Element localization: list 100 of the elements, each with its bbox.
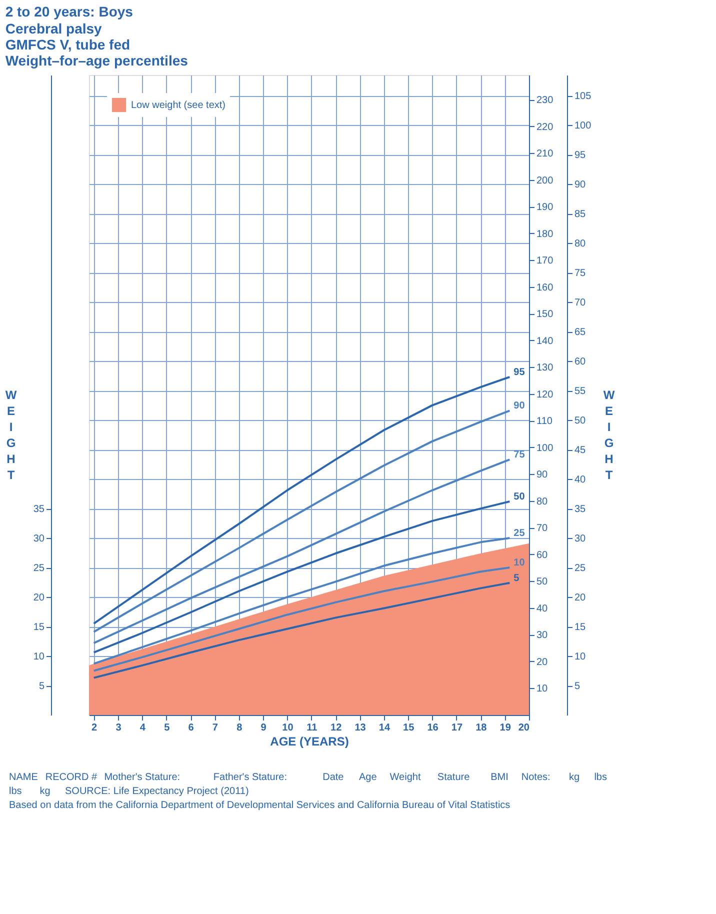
text: Notes: bbox=[521, 772, 550, 783]
y3-tick-label: 40 bbox=[536, 603, 548, 614]
x-tick-label: 5 bbox=[164, 722, 170, 734]
y2-tick-label: 95 bbox=[574, 150, 586, 162]
y3-tick-label: 90 bbox=[536, 470, 548, 481]
y3-tick-label: 120 bbox=[536, 389, 554, 400]
x-tick-label: 19 bbox=[500, 722, 512, 734]
y2-tick-label: 75 bbox=[574, 268, 586, 280]
y3-tick-label: 10 bbox=[536, 684, 548, 695]
x-tick-label: 17 bbox=[451, 722, 463, 734]
y3-tick-label: 110 bbox=[536, 416, 553, 428]
chart-title: 2 to 20 years: Boys bbox=[5, 3, 134, 20]
y2-tick-label: 90 bbox=[574, 180, 586, 191]
y3-tick-label: 230 bbox=[536, 95, 554, 106]
y3-tick-label: 210 bbox=[536, 148, 554, 160]
series-label: 90 bbox=[514, 400, 526, 412]
y2-tick-label: 100 bbox=[574, 120, 592, 132]
x-tick-label: 3 bbox=[116, 722, 122, 734]
y3-tick-label: 190 bbox=[536, 202, 554, 214]
text: Date bbox=[322, 772, 344, 783]
y3-tick-label: 170 bbox=[536, 256, 554, 267]
y-tick-label: 35 bbox=[33, 504, 45, 516]
y-axis-title: WEIGHT bbox=[5, 388, 18, 482]
y2-tick-label: 55 bbox=[574, 386, 586, 398]
y3-tick-label: 60 bbox=[536, 550, 548, 561]
y2-tick-label: 10 bbox=[574, 652, 586, 663]
x-tick-label: 6 bbox=[188, 722, 194, 734]
text: BMI bbox=[490, 772, 508, 783]
text: Based on data from the California Department of Developmental Services and California Bureau of Vital Statistics bbox=[9, 800, 510, 811]
y2-tick-label: 5 bbox=[574, 681, 580, 692]
x-tick-label: 13 bbox=[354, 722, 366, 734]
line-series bbox=[92, 566, 511, 672]
x-tick-label: 20 bbox=[518, 722, 530, 734]
series-label: 10 bbox=[514, 558, 526, 569]
line-series bbox=[92, 376, 511, 625]
text: lbs bbox=[594, 772, 607, 783]
y2-tick-label: 65 bbox=[574, 327, 586, 338]
x-tick-label: 16 bbox=[427, 722, 439, 734]
x-tick-label: 18 bbox=[476, 722, 488, 734]
y2-tick-label: 45 bbox=[574, 445, 586, 456]
text: Father's Stature: bbox=[213, 772, 288, 783]
line-series bbox=[92, 458, 511, 644]
x-tick-label: 9 bbox=[260, 722, 267, 734]
y2-tick-label: 35 bbox=[574, 504, 586, 516]
text: Mother's Stature: bbox=[104, 772, 180, 783]
y3-tick-label: 160 bbox=[536, 282, 554, 294]
text: RECORD # bbox=[45, 772, 98, 783]
x-axis-title: AGE (YEARS) bbox=[270, 734, 349, 748]
y3-tick-label: 20 bbox=[536, 656, 548, 668]
y-tick-label: 5 bbox=[38, 681, 45, 692]
text: NAME bbox=[9, 772, 38, 783]
y2-tick-label: 25 bbox=[574, 563, 586, 574]
text: kg bbox=[569, 772, 580, 783]
text: Weight bbox=[390, 772, 421, 783]
text: kg bbox=[40, 786, 50, 797]
text: Stature bbox=[437, 772, 470, 783]
y3-tick-label: 80 bbox=[536, 496, 548, 508]
y2-tick-label: 15 bbox=[574, 622, 586, 634]
x-tick-label: 2 bbox=[92, 722, 98, 734]
y-tick-label: 20 bbox=[33, 592, 45, 604]
y2-tick-label: 60 bbox=[574, 356, 586, 368]
text: Age bbox=[359, 772, 378, 783]
series-label: 75 bbox=[514, 450, 526, 461]
y3-tick-label: 150 bbox=[536, 309, 554, 320]
x-tick-label: 10 bbox=[282, 722, 294, 734]
y3-tick-label: 70 bbox=[536, 523, 548, 534]
y3-tick-label: 100 bbox=[536, 442, 554, 454]
y2-tick-label: 105 bbox=[574, 91, 592, 102]
line-series bbox=[92, 537, 511, 665]
x-tick-label: 8 bbox=[236, 722, 243, 734]
x-tick-label: 4 bbox=[140, 722, 146, 734]
x-tick-label: 12 bbox=[330, 722, 342, 734]
y-tick-label: 15 bbox=[33, 622, 45, 634]
y-tick-label: 30 bbox=[33, 534, 45, 545]
y-tick-label: 25 bbox=[33, 563, 45, 574]
source-note: SOURCE: Life Expectancy Project (2011) bbox=[65, 786, 249, 797]
text: lbs bbox=[9, 786, 22, 797]
x-tick-label: 11 bbox=[306, 722, 318, 734]
y2-tick-label: 85 bbox=[574, 209, 586, 220]
x-tick-label: 15 bbox=[403, 722, 415, 734]
x-tick-label: 7 bbox=[212, 722, 218, 734]
y3-tick-label: 180 bbox=[536, 228, 554, 240]
y3-tick-label: 220 bbox=[536, 122, 554, 133]
y2-axis-title: WEIGHT bbox=[603, 388, 616, 482]
x-tick-label: 14 bbox=[378, 722, 390, 734]
y3-tick-label: 200 bbox=[536, 175, 554, 186]
line-series bbox=[92, 410, 511, 633]
line-series bbox=[92, 500, 511, 654]
y2-tick-label: 50 bbox=[574, 416, 586, 427]
y2-tick-label: 40 bbox=[574, 474, 586, 486]
series-label: 95 bbox=[514, 367, 526, 378]
y2-tick-label: 20 bbox=[574, 592, 586, 604]
y2-tick-label: 30 bbox=[574, 534, 586, 545]
y3-tick-label: 30 bbox=[536, 630, 548, 642]
line-series bbox=[92, 582, 511, 679]
y3-tick-label: 130 bbox=[536, 362, 554, 374]
y-tick-label: 10 bbox=[33, 652, 45, 663]
chart-subtitle: Cerebral palsy GMFCS V, tube fed Weight–for–age percentiles bbox=[5, 20, 188, 68]
series-label: 50 bbox=[514, 491, 526, 502]
legend-label: Low weight (see text) bbox=[131, 100, 226, 111]
